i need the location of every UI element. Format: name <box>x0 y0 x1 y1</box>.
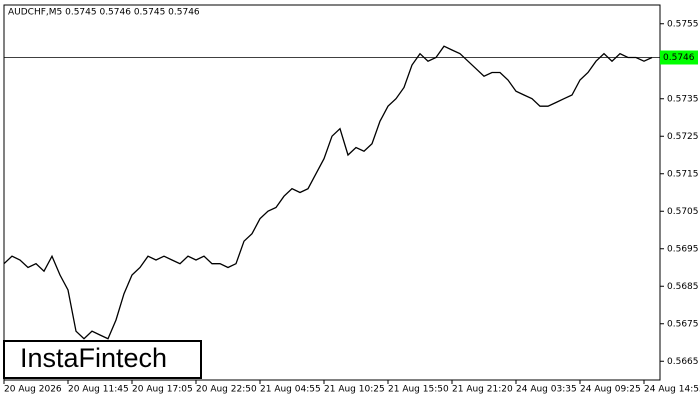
y-tick-label: 0.5735 <box>667 94 699 104</box>
chart-title: AUDCHF,M5 0.5745 0.5746 0.5745 0.5746 <box>8 8 200 18</box>
x-tick-label: 20 Aug 22:50 <box>196 385 257 395</box>
y-tick-label: 0.5715 <box>667 169 699 179</box>
plot-frame <box>3 4 661 381</box>
x-tick-label: 20 Aug 2026 <box>4 385 62 395</box>
y-tick-label: 0.5685 <box>667 282 699 292</box>
x-tick-label: 24 Aug 03:35 <box>516 385 577 395</box>
y-tick-label: 0.5665 <box>667 357 699 367</box>
logo-box <box>3 340 202 379</box>
x-tick-label: 21 Aug 04:55 <box>260 385 321 395</box>
x-tick-label: 21 Aug 10:25 <box>324 385 385 395</box>
current-price-box <box>660 50 698 65</box>
price-line <box>3 45 653 340</box>
current-price-label: 0.5746 <box>663 53 695 63</box>
x-tick-label: 20 Aug 11:45 <box>68 385 129 395</box>
x-tick-label: 24 Aug 14:55 <box>644 385 700 395</box>
x-tick-label: 21 Aug 21:20 <box>452 385 513 395</box>
x-tick-label: 20 Aug 17:05 <box>132 385 193 395</box>
y-tick-label: 0.5725 <box>667 132 699 142</box>
x-tick-label: 24 Aug 09:25 <box>580 385 641 395</box>
y-tick-label: 0.5705 <box>667 207 699 217</box>
y-tick-label: 0.5755 <box>667 19 699 29</box>
y-tick-label: 0.5675 <box>667 319 699 329</box>
logo: InstaFintech <box>20 343 167 373</box>
y-tick-label: 0.5695 <box>667 244 699 254</box>
x-tick-label: 21 Aug 15:50 <box>388 385 449 395</box>
